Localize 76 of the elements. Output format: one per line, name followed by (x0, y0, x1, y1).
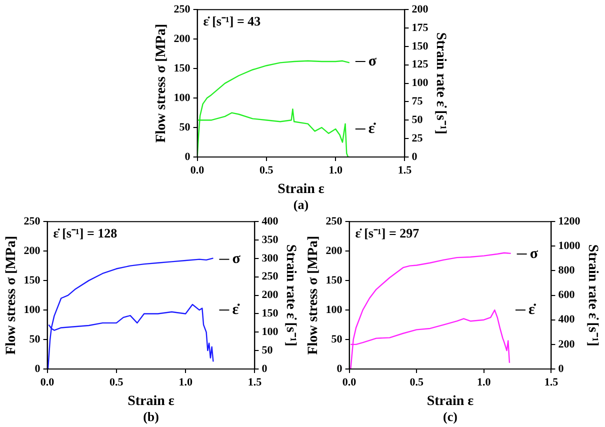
y-tick-label: 200 (174, 32, 191, 45)
y2-tick-label: 0 (262, 362, 268, 375)
series-label: ε̇ (368, 120, 377, 137)
x-tick-label: 1.0 (178, 376, 193, 388)
series-label: σ (232, 251, 242, 268)
y2-tick-label: 400 (262, 215, 279, 228)
y2-tick-label: 75 (412, 96, 424, 108)
y-tick-label: 150 (326, 274, 343, 286)
x-tick-label: 0.0 (342, 376, 357, 388)
y-tick-label: 150 (174, 62, 191, 74)
y-tick-label: 50 (29, 333, 41, 346)
y2-tick-label: 0 (412, 150, 418, 163)
y-tick-label: 100 (326, 304, 343, 316)
y-tick-label: 50 (179, 121, 191, 134)
x-tick-label: 1.5 (544, 376, 559, 388)
y2-tick-label: 50 (412, 114, 424, 126)
y2-tick-label: 0 (558, 362, 564, 375)
x-tick-label: 1.5 (248, 376, 262, 388)
annotation: ε̇ [s⁻¹] = 128 (53, 225, 118, 240)
annotation: ε̇ [s⁻¹] = 297 (355, 225, 420, 240)
y-tick-label: 250 (174, 3, 191, 16)
y-axis-title: Flow stress σ [MPa] (306, 236, 322, 355)
y-tick-label: 0 (34, 362, 41, 375)
x-tick-label: 1.0 (477, 376, 492, 388)
y2-tick-label: 350 (262, 234, 279, 246)
y-tick-label: 250 (326, 215, 343, 228)
x-tick-label: 1.5 (398, 164, 412, 176)
y2-tick-label: 1000 (558, 240, 581, 252)
y2-tick-label: 175 (412, 22, 429, 34)
x-tick-label: 0.0 (40, 376, 55, 388)
y-tick-label: 50 (331, 333, 343, 346)
x-axis-title: Strain ε (128, 394, 174, 410)
y2-tick-label: 400 (558, 314, 576, 326)
y2-tick-label: 200 (412, 3, 429, 16)
x-tick-label: 1.0 (328, 164, 343, 176)
y-tick-label: 0 (336, 362, 343, 375)
annotation: ε̇ [s⁻¹] = 43 (203, 13, 262, 28)
y-tick-label: 100 (24, 304, 41, 316)
y-tick-label: 100 (174, 92, 191, 104)
y-axis-title: Flow stress σ [MPa] (154, 24, 170, 143)
series-label: σ (368, 53, 378, 70)
y2-axis-title: Strain rate ε̇ [s⁻¹] (584, 244, 600, 346)
x-tick-label: 0.5 (110, 376, 124, 388)
x-tick-label: 0.5 (260, 164, 274, 176)
y2-tick-label: 200 (558, 338, 576, 350)
y2-tick-label: 25 (412, 132, 424, 144)
x-axis-title: Strain ε (426, 394, 474, 410)
y-tick-label: 0 (184, 150, 191, 163)
text: (c) (443, 408, 458, 424)
y2-tick-label: 100 (262, 326, 279, 338)
y2-tick-label: 150 (262, 308, 279, 320)
y-tick-label: 150 (24, 274, 41, 286)
series-label: ε̇ (232, 302, 241, 318)
y2-tick-label: 600 (558, 289, 576, 302)
x-axis-title: Strain ε (278, 182, 324, 198)
y-tick-label: 250 (24, 215, 41, 228)
y2-tick-label: 250 (262, 270, 279, 283)
y2-axis-title: Strain rate ε̇ [s⁻¹] (282, 244, 298, 346)
y2-tick-label: 150 (412, 40, 429, 52)
text: ε̇ (528, 302, 537, 318)
y2-axis-title: Strain rate ε̇ [s⁻¹] (432, 32, 448, 134)
y2-tick-label: 800 (558, 264, 576, 277)
x-tick-label: 0.0 (190, 164, 205, 176)
x-tick-label: 0.5 (410, 376, 424, 388)
text: (b) (143, 408, 159, 424)
y-axis-title: Flow stress σ [MPa] (4, 236, 20, 355)
y-tick-label: 200 (24, 244, 41, 257)
y2-tick-label: 50 (262, 344, 274, 356)
series-label: σ (530, 246, 539, 262)
y2-tick-label: 200 (262, 289, 279, 302)
y2-tick-label: 1200 (558, 215, 581, 228)
y2-tick-label: 300 (262, 252, 279, 264)
y2-tick-label: 100 (412, 77, 429, 90)
y2-tick-label: 125 (412, 58, 429, 71)
text: (a) (293, 196, 309, 212)
y-tick-label: 200 (326, 244, 343, 257)
